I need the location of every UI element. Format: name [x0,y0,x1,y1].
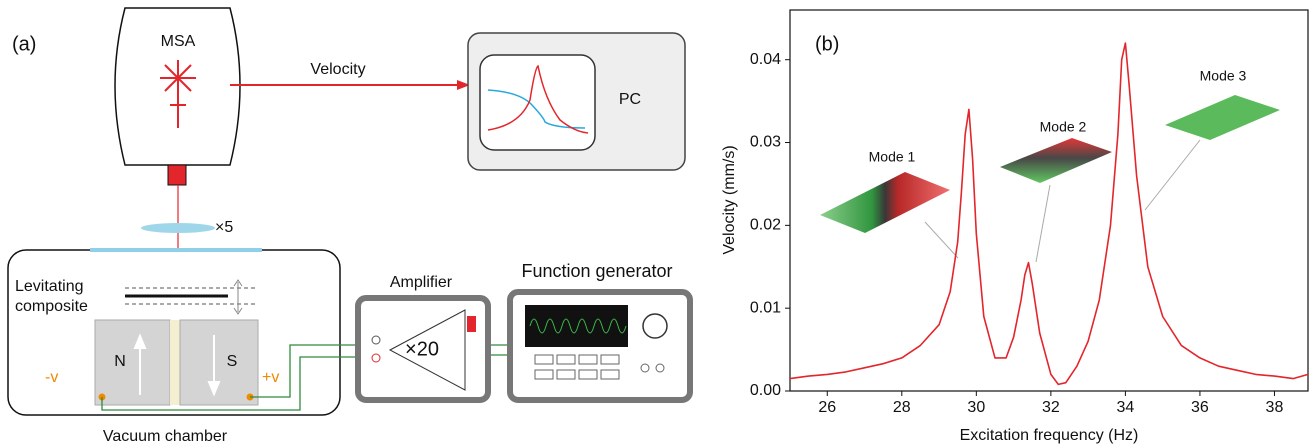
y-tick-label: 0.01 [750,299,781,316]
wire [101,356,372,411]
field-up [133,333,147,395]
panel-label: (a) [12,33,36,55]
x-tick-label: 38 [1266,399,1284,416]
pc-screen [479,54,596,151]
x-tick-label: 32 [1042,399,1060,416]
chart: (b) Excitation frequency (Hz) Velocity (… [721,9,1309,444]
knob [642,313,668,339]
y-tick-label: 0.02 [750,217,781,234]
mode2-inset [1000,138,1112,183]
sine [529,318,627,334]
x-tick-label: 30 [967,399,985,416]
y-axis-label: Velocity (mm/s) [721,145,738,254]
lens-label: ×5 [215,219,233,236]
schematic: (a) MSA ×5 Velocity PC Levitating compos… [7,7,693,445]
lens [141,223,215,233]
annotation: Mode 2 [1040,119,1087,135]
phase-curve [487,89,586,129]
plot-frame [789,9,1309,392]
jack [371,335,381,345]
y-tick-label: 0.04 [750,51,781,68]
minus-v-label: -v [45,369,58,386]
y-tick-label: 0.03 [750,134,781,151]
gain-label: ×20 [405,338,439,360]
gap [170,320,180,405]
amplitude-curve [487,64,589,134]
magnet-s [179,319,259,406]
pointers [924,139,1201,263]
x-axis-label: Excitation frequency (Hz) [960,427,1139,444]
s-label: S [227,353,238,370]
vacuum-chamber-label: Vacuum chamber [103,428,228,445]
laser-star [160,60,196,128]
velocity-label: Velocity [310,61,365,78]
data-line [789,42,1309,386]
buttons [534,354,665,380]
x-tick-label: 36 [1191,399,1209,416]
wire [250,344,372,398]
objective [167,164,187,186]
composite-label: composite [15,298,88,315]
fg-screen [525,305,628,347]
arrow-head [457,80,470,90]
annotation: Mode 1 [869,149,916,165]
levitating-label: Levitating [15,278,84,295]
annotation: Mode 3 [1200,68,1247,84]
n-label: N [114,353,126,370]
x-tick-label: 28 [893,399,911,416]
switch [467,316,476,332]
function-generator-label: Function generator [521,261,672,281]
x-tick-label: 26 [818,399,836,416]
motion-arrow [233,279,243,315]
amp-triangle [388,309,466,391]
magnet-n [94,319,171,406]
panel-label: (b) [815,33,839,55]
y-tick-label: 0.00 [750,382,781,399]
amplifier-label: Amplifier [390,274,453,291]
plus-v-label: +v [262,369,279,386]
mode1-inset [820,172,950,233]
pc-label: PC [619,91,641,108]
x-tick-label: 34 [1116,399,1134,416]
mode3-inset [1165,95,1280,140]
field-down [207,335,221,397]
jack [371,353,381,363]
msa-label: MSA [161,33,196,50]
